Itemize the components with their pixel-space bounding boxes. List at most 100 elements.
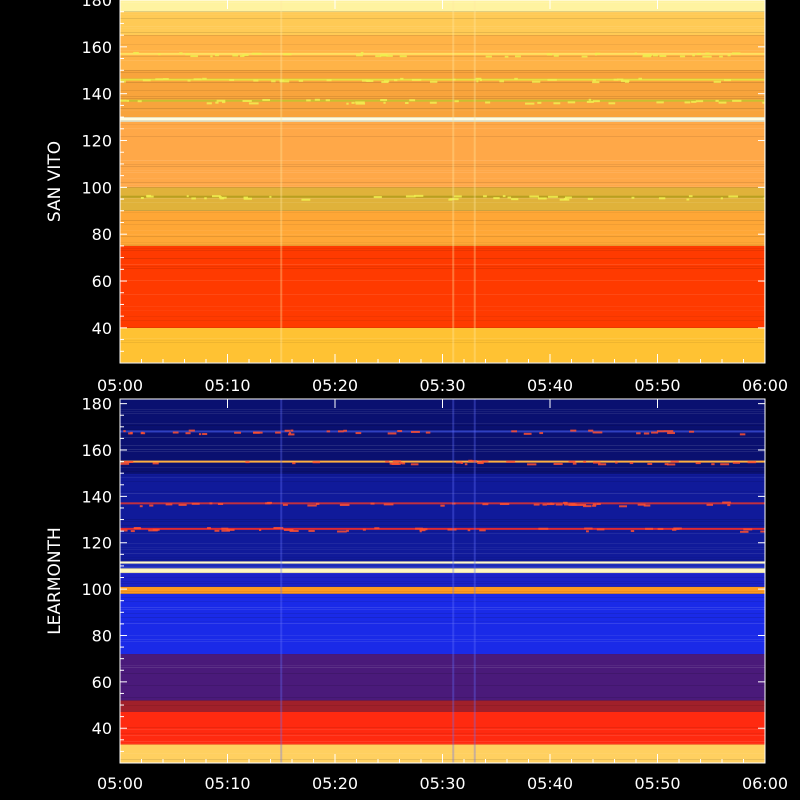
sv-striation: [120, 118, 765, 119]
lm-striation: [120, 471, 765, 472]
lm-speckle: [720, 463, 730, 466]
lm-speckle: [292, 462, 296, 465]
lm-striation: [120, 547, 765, 548]
lm-speckle: [583, 460, 587, 463]
lm-speckle: [259, 528, 262, 531]
sv-speckle: [547, 78, 557, 81]
lm-speckle: [664, 463, 669, 466]
lm-speckle: [630, 530, 635, 533]
lm-striation: [120, 449, 765, 450]
sv-speckle: [375, 55, 382, 58]
sv-striation: [120, 28, 765, 29]
lm-speckle: [656, 430, 665, 433]
sv-speckle: [691, 100, 697, 103]
sv-speckle: [253, 79, 259, 82]
lm-x-tick-label: 05:40: [527, 774, 573, 793]
sv-speckle: [499, 80, 505, 83]
sv-striation: [120, 166, 765, 167]
sv-striation: [120, 250, 765, 251]
sv-speckle: [158, 53, 161, 56]
lm-speckle: [643, 504, 651, 507]
lm-speckle: [185, 432, 191, 435]
lm-speckle: [383, 503, 394, 506]
sv-speckle: [529, 195, 539, 198]
sv-speckle: [696, 52, 702, 55]
lm-striation: [120, 491, 765, 492]
lm-striation: [120, 559, 765, 560]
lm-speckle: [425, 431, 431, 434]
sv-speckle: [242, 99, 252, 102]
sv-speckle: [702, 55, 712, 58]
sv-speckle: [179, 52, 183, 55]
lm-speckle: [400, 461, 403, 464]
lm-speckle: [584, 527, 593, 530]
sv-band-165-175: [120, 11, 765, 36]
sv-speckle: [695, 100, 704, 103]
sv-speckle: [360, 51, 364, 54]
lm-speckle: [346, 529, 349, 532]
lm-plot-area: [120, 399, 765, 763]
lm-speckle: [460, 461, 464, 464]
sv-striation: [120, 172, 765, 173]
sv-speckle: [659, 55, 667, 58]
lm-speckle: [308, 529, 315, 532]
sv-speckle: [394, 79, 398, 82]
sv-striation: [120, 202, 765, 203]
sv-band-150-165: [120, 35, 765, 71]
sv-speckle: [386, 54, 393, 57]
lm-striation: [120, 567, 765, 568]
lm-striation: [120, 753, 765, 754]
sv-striation: [120, 128, 765, 129]
lm-speckle: [455, 461, 462, 464]
lm-striation: [120, 735, 765, 736]
sv-speckle: [720, 197, 723, 200]
lm-striation: [120, 685, 765, 686]
sv-speckle: [279, 80, 290, 83]
lm-speckle: [282, 503, 288, 506]
lm-striation: [120, 621, 765, 622]
lm-speckle: [307, 504, 317, 507]
lm-band-47-52: [120, 700, 765, 712]
lm-striation: [120, 727, 765, 728]
sv-striation: [120, 186, 765, 187]
sv-speckle: [624, 80, 629, 83]
sv-interference-line-137: [120, 99, 765, 102]
sv-speckle: [314, 98, 320, 101]
sv-striation: [120, 26, 765, 27]
sv-speckle: [684, 101, 691, 104]
lm-striation: [120, 591, 765, 592]
lm-speckle: [152, 462, 159, 465]
sv-speckle: [137, 100, 142, 103]
lm-striation: [120, 531, 765, 532]
sv-band-40-75: [120, 245, 765, 328]
sv-striation: [120, 160, 765, 161]
lm-striation: [120, 733, 765, 734]
lm-striation: [120, 665, 765, 666]
sv-speckle: [485, 101, 491, 104]
lm-speckle: [338, 430, 344, 433]
sv-speckle: [511, 198, 519, 201]
sv-speckle: [514, 77, 518, 80]
sv-striation: [120, 110, 765, 111]
lm-band-52-72: [120, 654, 765, 701]
sv-vertical-streak: [280, 0, 283, 363]
lm-speckle: [637, 503, 646, 506]
lm-speckle: [387, 432, 397, 435]
lm-interference-line-137: [120, 502, 765, 505]
sv-striation: [120, 280, 765, 281]
sv-striation: [120, 82, 765, 83]
lm-speckle: [275, 431, 281, 434]
lm-speckle: [172, 431, 179, 434]
sv-speckle: [269, 195, 272, 198]
sv-speckle: [120, 99, 127, 102]
sv-speckle: [679, 55, 686, 58]
lm-striation: [120, 673, 765, 674]
lm-striation: [120, 475, 765, 476]
sv-speckle: [715, 99, 719, 102]
sv-striation: [120, 18, 765, 19]
sv-striation: [120, 96, 765, 97]
lm-speckle: [440, 504, 445, 507]
lm-speckle: [226, 528, 235, 531]
lm-striation: [120, 581, 765, 582]
sv-striation: [120, 316, 765, 317]
